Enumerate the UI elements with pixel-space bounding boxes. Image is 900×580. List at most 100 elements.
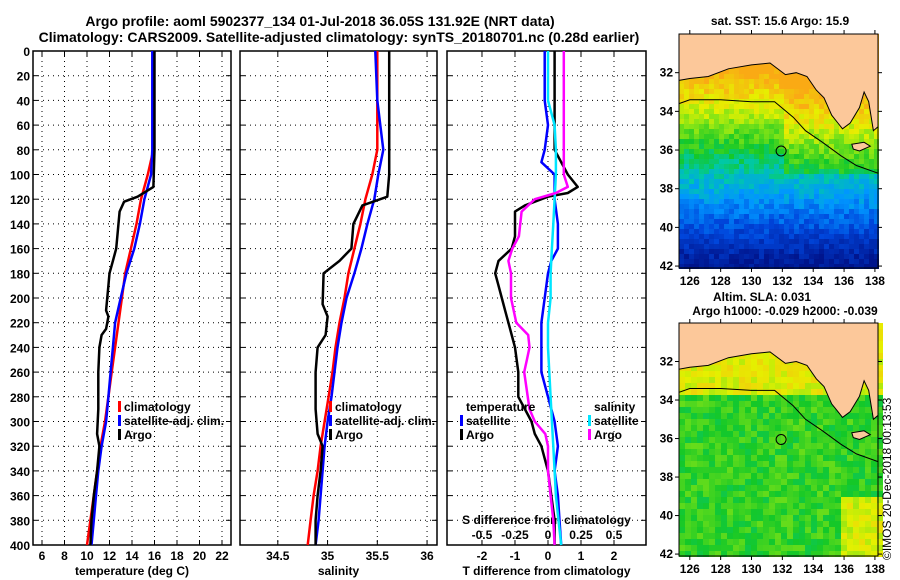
map-cell [793,437,799,443]
secondary-axis-label: S difference from climatology [462,513,631,527]
map-cell [774,74,779,79]
map-cell [685,515,691,521]
map-cell [823,473,829,479]
map-cell [847,443,853,449]
map-cell [719,179,724,184]
map-cell [849,224,854,229]
map-cell [779,209,784,214]
map-cell [804,79,809,84]
map-cell [691,395,697,401]
map-cell [724,74,729,79]
map-cell [799,114,804,119]
map-cell [749,159,754,164]
map-cell [751,551,757,557]
map-cell [824,189,829,194]
map-cell [781,443,787,449]
map-cell [775,395,781,401]
map-cell [774,179,779,184]
map-cell [685,443,691,449]
map-cell [787,497,793,503]
map-cell [734,194,739,199]
map-cell [703,539,709,545]
map-cell [793,431,799,437]
map-cell [775,425,781,431]
map-cell [804,139,809,144]
map-cell [804,159,809,164]
map-cell [853,551,859,557]
map-cell [715,545,721,551]
map-cell [849,139,854,144]
series-line-salinity-argo [507,51,570,546]
map-cell [869,249,874,254]
map-cell [804,194,809,199]
map-cell [841,533,847,539]
map-cell [789,144,794,149]
map-cell [721,419,727,425]
map-cell [729,214,734,219]
map-cell [869,134,874,139]
map-cell [729,199,734,204]
map-cell [864,244,869,249]
map-cell [839,244,844,249]
map-cell [769,455,775,461]
map-cell [793,413,799,419]
map-cell [799,539,805,545]
map-cell [794,124,799,129]
map-cell [859,174,864,179]
map-cell [749,179,754,184]
map-cell [834,224,839,229]
map-cell [715,485,721,491]
map-cell [769,219,774,224]
map-cell [811,497,817,503]
map-cell [864,119,869,124]
map-cell [724,109,729,114]
map-cell [804,134,809,139]
map-cell [804,109,809,114]
map-cell [769,395,775,401]
map-cell [865,485,871,491]
map-cell [834,189,839,194]
map-cell [839,144,844,149]
map-cell [691,371,697,377]
map-cell [697,371,703,377]
map-cell [724,244,729,249]
map-cell [744,194,749,199]
map-cell [699,179,704,184]
map-cell [864,109,869,114]
map-cell [799,139,804,144]
map-cell [829,164,834,169]
map-cell [699,259,704,264]
map-cell [727,365,733,371]
map-cell [679,407,685,413]
map-cell [733,395,739,401]
map-cell [684,134,689,139]
map-cell [809,254,814,259]
map-cell [809,174,814,179]
map-cell [823,455,829,461]
map-cell [757,467,763,473]
map-cell [774,199,779,204]
map-cell [811,461,817,467]
map-cell [793,389,799,395]
map-cell [854,264,859,269]
map-cell [763,389,769,395]
map-cell [754,229,759,234]
map-cell [853,503,859,509]
map-cell [769,209,774,214]
map-cell [799,443,805,449]
map-cell [697,491,703,497]
map-cell [775,461,781,467]
map-cell [729,159,734,164]
map-cell [684,254,689,259]
map-cell [759,154,764,159]
map-cell [794,114,799,119]
map-cell [754,159,759,164]
map-cell [751,497,757,503]
map-cell [817,515,823,521]
map-cell [794,244,799,249]
map-cell [724,219,729,224]
map-cell [689,174,694,179]
map-cell [679,169,684,174]
map-cell [689,199,694,204]
map-cell [719,84,724,89]
